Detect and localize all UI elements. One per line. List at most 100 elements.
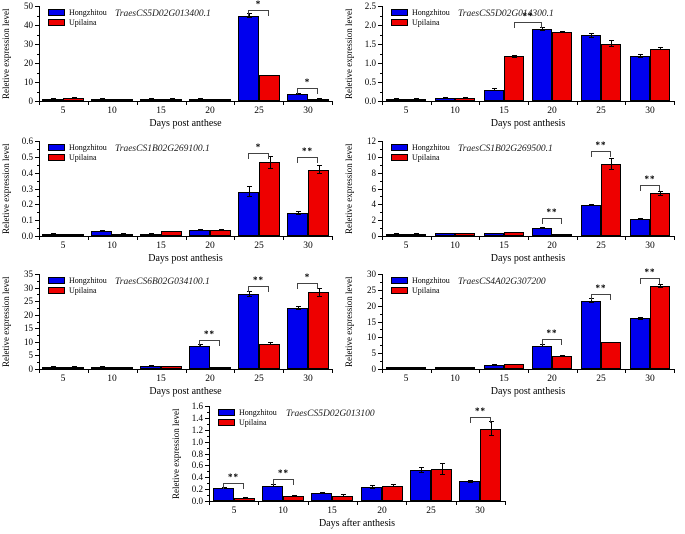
y-tick-label: 0 [28, 96, 34, 106]
x-category-label: 30 [303, 374, 313, 384]
x-tick [332, 102, 333, 105]
x-category-label: 10 [450, 106, 460, 116]
significance-bracket [542, 339, 562, 345]
x-category-label: 30 [645, 241, 655, 251]
y-minor-tick [380, 54, 382, 55]
error-bar [249, 12, 250, 19]
legend-item: Hongzhitou [48, 142, 107, 152]
y-tick-label: 10 [24, 337, 33, 347]
y-minor-tick [207, 436, 209, 437]
error-cap-top [560, 354, 565, 356]
error-cap-bottom [271, 485, 276, 487]
x-category-label: 25 [254, 374, 264, 384]
y-tick-label: 1.5 [364, 39, 376, 49]
x-axis-title: Days post anthesis [148, 253, 223, 264]
x-tick [674, 370, 675, 373]
chart-title: TraesCS6B02G034100.1 [115, 277, 210, 287]
error-cap-top [463, 367, 468, 369]
y-axis-line [209, 406, 210, 502]
y-minor-tick [380, 329, 382, 330]
y-major-tick [205, 406, 209, 407]
error-cap-bottom [296, 93, 301, 95]
y-minor-tick [207, 448, 209, 449]
x-axis-line [382, 369, 675, 370]
legend-label: Upilaina [412, 152, 440, 162]
error-bar [270, 342, 271, 346]
x-tick [479, 370, 480, 373]
error-bar [494, 88, 495, 91]
y-major-tick [205, 477, 209, 478]
y-major-tick [35, 189, 39, 190]
bar-upilaina-day25 [259, 162, 280, 236]
bar-upilaina-day25 [259, 75, 280, 101]
y-tick-label: 0.2 [191, 484, 203, 494]
bar-upilaina-day25 [601, 163, 621, 236]
legend-label: Upilaina [69, 17, 97, 27]
y-tick-label: 1.2 [191, 425, 203, 435]
x-axis-line [382, 101, 675, 102]
y-axis-title: Reletive expression level [1, 143, 11, 234]
error-cap-bottom [658, 49, 663, 51]
y-major-tick [35, 236, 39, 237]
error-cap-bottom [609, 342, 614, 344]
error-cap-bottom [638, 218, 643, 220]
legend-item: Upilaina [391, 285, 450, 295]
y-minor-tick [380, 196, 382, 197]
x-category-label: 30 [645, 374, 655, 384]
y-tick-label: 25 [367, 285, 376, 295]
y-axis-title: Reletive expression level [344, 143, 354, 234]
x-category-label: 25 [596, 374, 606, 384]
y-minor-tick [37, 16, 39, 17]
error-cap-bottom [268, 167, 273, 169]
y-minor-tick [207, 495, 209, 496]
bar-hongzhitou-day25 [581, 300, 601, 369]
x-axis-title: Days post anthese [149, 386, 222, 397]
x-category-label: 10 [107, 241, 117, 251]
x-category-label: 20 [205, 106, 215, 116]
y-tick-label: 0.5 [364, 77, 376, 87]
significance-bracket [640, 278, 660, 284]
error-cap-bottom [443, 97, 448, 99]
error-cap-bottom [414, 98, 419, 100]
y-major-tick [378, 101, 382, 102]
x-category-label: 20 [377, 506, 387, 516]
error-cap-bottom [609, 46, 614, 48]
error-cap-bottom [463, 232, 468, 234]
y-axis-line [382, 274, 383, 370]
error-bar [611, 157, 612, 171]
x-tick [283, 370, 284, 373]
error-cap-bottom [121, 233, 126, 235]
x-category-label: 10 [278, 506, 288, 516]
error-bar [611, 39, 612, 48]
significance-label: * [255, 0, 262, 9]
x-tick [332, 237, 333, 240]
chart-panel-2: ** 0.0 0.5 1.0 1.5 2.0 2.5 5 10 15 20 25 30 Days post… [344, 0, 684, 133]
y-axis-line [39, 6, 40, 102]
y-minor-tick [380, 228, 382, 229]
y-axis-title: Reletive expression level [171, 408, 181, 499]
error-bar [319, 164, 320, 175]
y-major-tick [35, 44, 39, 45]
y-axis-line [382, 141, 383, 237]
x-category-label: 5 [60, 374, 66, 384]
x-category-label: 30 [303, 106, 313, 116]
y-minor-tick [380, 282, 382, 283]
error-bar [542, 26, 543, 31]
error-cap-bottom [149, 365, 154, 367]
error-cap-bottom [51, 366, 56, 368]
chart-title: TraesCS1B02G269100.1 [115, 144, 210, 154]
error-cap-bottom [492, 232, 497, 234]
significance-label: ** [595, 140, 607, 150]
legend-swatch-upilaina [391, 153, 408, 161]
significance-bracket [223, 483, 244, 489]
error-cap-bottom [440, 473, 445, 475]
error-bar [224, 486, 225, 490]
legend-item: Hongzhitou [218, 407, 277, 417]
error-cap-bottom [170, 230, 175, 232]
x-axis-title: Days post anthese [149, 118, 222, 129]
x-tick [137, 237, 138, 240]
bar-hongzhitou-day30 [287, 307, 308, 369]
y-tick-label: 40 [24, 20, 33, 30]
x-tick [431, 102, 432, 105]
